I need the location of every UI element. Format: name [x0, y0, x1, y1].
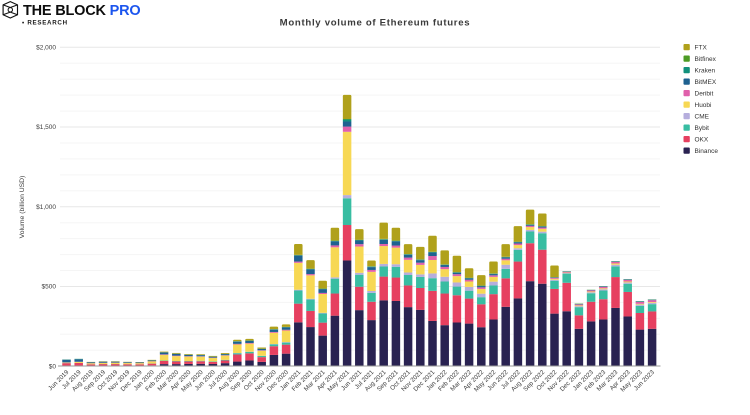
svg-text:• RESEARCH: • RESEARCH: [22, 20, 68, 27]
svg-text:THE BLOCK PRO: THE BLOCK PRO: [23, 3, 140, 19]
svg-text:Kraken: Kraken: [695, 68, 716, 75]
svg-text:$0: $0: [49, 363, 57, 370]
svg-text:Binance: Binance: [695, 148, 719, 155]
svg-text:FTX: FTX: [695, 45, 708, 52]
svg-text:OKX: OKX: [695, 137, 709, 144]
svg-text:Bybit: Bybit: [695, 125, 710, 132]
svg-text:$1,500: $1,500: [36, 124, 56, 131]
svg-text:CME: CME: [695, 114, 710, 121]
svg-text:$1,000: $1,000: [36, 204, 56, 211]
svg-text:Bitfinex: Bitfinex: [695, 56, 717, 63]
svg-text:$500: $500: [42, 284, 57, 291]
svg-text:Volume (billion USD): Volume (billion USD): [19, 176, 26, 239]
svg-text:Monthly volume of Ethereum fut: Monthly volume of Ethereum futures: [280, 17, 471, 28]
svg-text:BitMEX: BitMEX: [695, 79, 717, 86]
svg-text:Huobi: Huobi: [695, 102, 712, 109]
svg-text:$2,000: $2,000: [36, 45, 56, 52]
svg-text:Deribit: Deribit: [695, 91, 714, 98]
